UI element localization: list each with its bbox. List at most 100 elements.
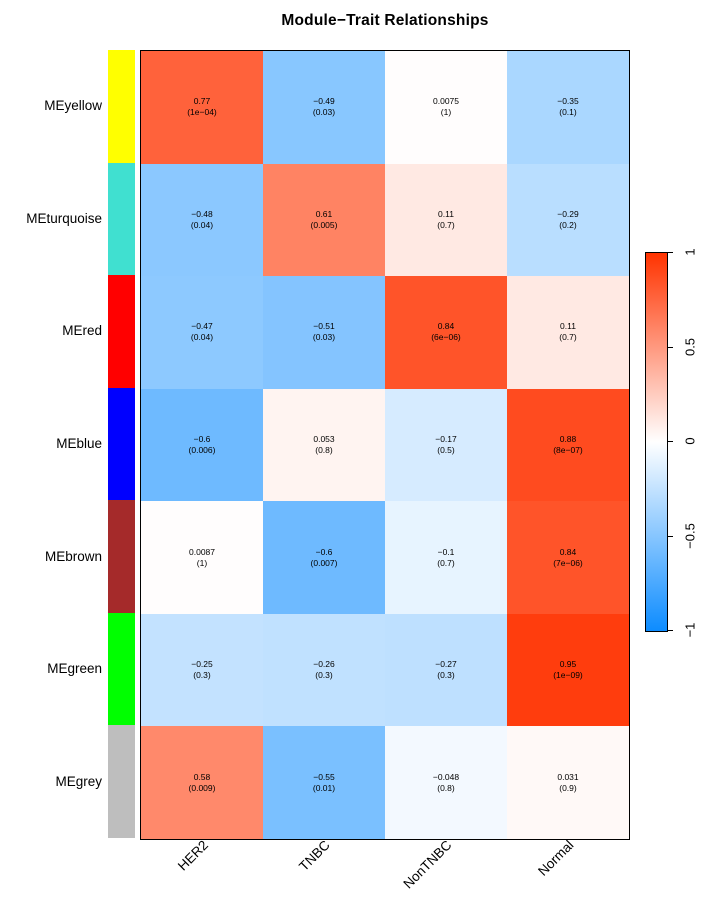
module-color-swatch-mered <box>108 275 135 388</box>
cell-pvalue: (0.1) <box>559 107 577 118</box>
heatmap-cell: 0.84 (6e−06) <box>385 276 507 389</box>
module-color-bar <box>108 50 135 839</box>
column-label: TNBC <box>296 837 333 874</box>
module-color-swatch-megrey <box>108 725 135 839</box>
heatmap-cell: −0.35 (0.1) <box>507 51 629 164</box>
cell-correlation: 0.11 <box>438 208 454 219</box>
cell-pvalue: (0.005) <box>310 219 338 230</box>
cell-pvalue: (0.2) <box>559 219 577 230</box>
row-labels: MEyellow MEturquoise MEred MEblue MEbrown MEg… <box>0 50 102 838</box>
cell-correlation: 0.84 <box>437 321 455 332</box>
module-color-swatch-mebrown <box>108 500 135 613</box>
cell-pvalue: (1) <box>440 107 452 118</box>
cell-correlation: 0.031 <box>557 771 579 782</box>
heatmap-cell: −0.17 (0.5) <box>385 388 507 502</box>
cell-pvalue: (0.7) <box>559 332 577 343</box>
cell-pvalue: (0.8) <box>437 782 455 793</box>
module-color-swatch-meturquoise <box>108 162 135 276</box>
module-color-swatch-megreen <box>108 612 135 726</box>
row-label: MEred <box>62 323 102 339</box>
cell-pvalue: (0.007) <box>310 557 338 568</box>
colorbar <box>645 252 668 632</box>
cell-pvalue: (7e−06) <box>553 557 583 568</box>
module-color-swatch-meblue <box>108 387 135 501</box>
heatmap-cell: 0.031 (0.9) <box>507 726 629 839</box>
row-label: MEgrey <box>55 773 102 789</box>
colorbar-tick <box>668 346 673 348</box>
cell-correlation: −0.048 <box>432 771 460 782</box>
cell-correlation: 0.0087 <box>189 546 215 557</box>
heatmap-cell: −0.49 (0.03) <box>263 51 385 164</box>
cell-pvalue: (1e−09) <box>553 670 583 681</box>
column-label: HER2 <box>174 837 211 874</box>
cell-correlation: −0.6 <box>193 433 211 444</box>
cell-pvalue: (0.3) <box>437 670 455 681</box>
cell-pvalue: (0.03) <box>312 332 336 343</box>
cell-pvalue: (1e−04) <box>187 107 217 118</box>
cell-pvalue: (0.03) <box>312 107 336 118</box>
heatmap-cell: 0.84 (7e−06) <box>507 501 629 614</box>
cell-pvalue: (0.006) <box>188 444 216 455</box>
cell-pvalue: (1) <box>196 557 208 568</box>
cell-correlation: −0.48 <box>191 208 213 219</box>
row-label: MEturquoise <box>26 210 102 226</box>
colorbar-tick <box>668 535 673 537</box>
cell-correlation: 0.61 <box>315 208 333 219</box>
colorbar-tick-label: −0.5 <box>682 522 698 549</box>
cell-pvalue: (0.9) <box>559 782 577 793</box>
plot-title: Module−Trait Relationships <box>281 12 489 29</box>
row-label: MEbrown <box>44 548 102 564</box>
colorbar-tick-label: 0 <box>682 437 698 445</box>
heatmap-cell: 0.61 (0.005) <box>263 163 385 277</box>
cell-correlation: −0.6 <box>315 546 333 557</box>
row-label: MEblue <box>56 436 102 451</box>
heatmap-cell: −0.48 (0.04) <box>141 163 263 277</box>
cell-correlation: −0.55 <box>313 771 335 782</box>
heatmap-cell: −0.29 (0.2) <box>507 163 629 277</box>
cell-correlation: 0.95 <box>559 659 577 670</box>
heatmap-cell: −0.25 (0.3) <box>141 613 263 727</box>
cell-pvalue: (8e−07) <box>553 444 583 455</box>
cell-correlation: 0.84 <box>559 546 577 557</box>
heatmap-cell: −0.048 (0.8) <box>385 726 507 839</box>
heatmap-cell: 0.88 (8e−07) <box>507 388 629 502</box>
cell-correlation: −0.47 <box>191 321 213 332</box>
cell-pvalue: (0.04) <box>190 332 214 343</box>
colorbar-tick <box>668 252 673 253</box>
cell-pvalue: (0.7) <box>437 557 455 568</box>
heatmap-cell: 0.0075 (1) <box>385 51 507 164</box>
colorbar-tick <box>668 441 673 442</box>
cell-correlation: 0.0075 <box>433 96 459 107</box>
cell-correlation: −0.1 <box>437 546 455 557</box>
cell-pvalue: (6e−06) <box>431 332 461 343</box>
column-label: NonTNBC <box>400 837 455 892</box>
heatmap-cell: 0.58 (0.009) <box>141 726 263 839</box>
cell-correlation: −0.35 <box>557 96 579 107</box>
heatmap-cell: 0.11 (0.7) <box>507 276 629 389</box>
cell-correlation: −0.49 <box>313 96 335 107</box>
colorbar-tick-label: −1 <box>682 622 698 638</box>
heatmap-cell: 0.0087 (1) <box>141 501 263 614</box>
cell-pvalue: (0.3) <box>315 670 333 681</box>
cell-pvalue: (0.01) <box>312 782 336 793</box>
heatmap-cell: −0.6 (0.007) <box>263 501 385 614</box>
cell-pvalue: (0.8) <box>315 444 333 455</box>
heatmap-cell: 0.11 (0.7) <box>385 163 507 277</box>
heatmap-cell: −0.26 (0.3) <box>263 613 385 727</box>
heatmap-cell: 0.95 (1e−09) <box>507 613 629 727</box>
module-color-swatch-meyellow <box>108 50 135 163</box>
heatmap-cell: 0.77 (1e−04) <box>141 51 263 164</box>
cell-correlation: 0.88 <box>559 433 577 444</box>
cell-correlation: 0.11 <box>560 321 576 332</box>
heatmap-cell: −0.55 (0.01) <box>263 726 385 839</box>
heatmap-cell: −0.27 (0.3) <box>385 613 507 727</box>
cell-correlation: −0.51 <box>313 321 335 332</box>
colorbar-tick-label: 0.5 <box>682 337 698 356</box>
column-label: Normal <box>535 837 577 879</box>
cell-pvalue: (0.3) <box>193 670 211 681</box>
heatmap-cell: −0.51 (0.03) <box>263 276 385 389</box>
heatmap-grid: 0.77 (1e−04) −0.49 (0.03) 0.0075 (1) −0.35 (0.1… <box>140 50 630 840</box>
heatmap-cell: 0.053 (0.8) <box>263 388 385 502</box>
cell-correlation: −0.25 <box>191 659 213 670</box>
